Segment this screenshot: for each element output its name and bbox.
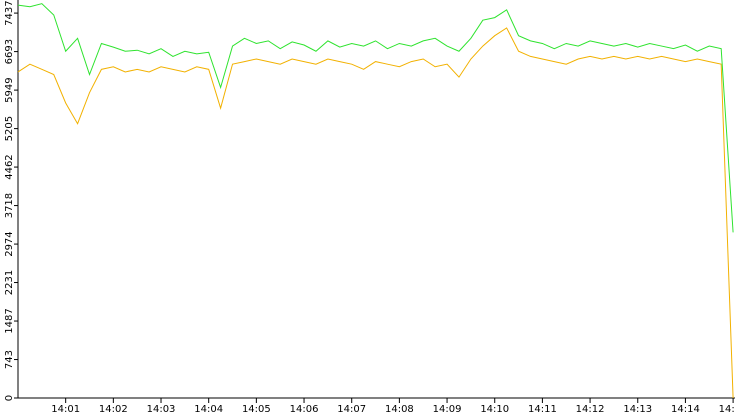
x-tick-label: 14:01: [51, 404, 80, 415]
y-tick-label: 6693: [4, 39, 15, 64]
x-tick-label: 14:10: [480, 404, 509, 415]
y-tick-label: 0: [4, 395, 15, 401]
x-tick-label: 14:14: [671, 404, 700, 415]
x-tick-label: 14:11: [528, 404, 557, 415]
x-tick-label: 14:04: [194, 404, 223, 415]
x-tick-label: 14:07: [337, 404, 366, 415]
x-tick-label: 14:02: [99, 404, 128, 415]
y-tick-label: 2974: [4, 231, 15, 256]
y-tick-label: 7437: [4, 0, 15, 25]
y-tick-label: 5949: [4, 77, 15, 102]
y-tick-label: 3718: [4, 193, 15, 218]
x-tick-label: 14:13: [623, 404, 652, 415]
x-tick-label: 14:15: [719, 404, 735, 415]
y-tick-label: 4462: [4, 154, 15, 179]
x-tick-label: 14:05: [242, 404, 271, 415]
y-tick-label: 5205: [4, 116, 15, 141]
y-tick-label: 2231: [4, 270, 15, 295]
x-tick-label: 14:12: [576, 404, 605, 415]
y-tick-label: 1487: [4, 308, 15, 333]
x-tick-label: 14:06: [290, 404, 319, 415]
x-tick-label: 14:08: [385, 404, 414, 415]
series-line: [17, 3, 734, 233]
x-tick-label: 14:09: [433, 404, 462, 415]
x-tick-label: 14:03: [147, 404, 176, 415]
series-line: [17, 27, 734, 399]
y-tick-label: 743: [4, 350, 15, 369]
